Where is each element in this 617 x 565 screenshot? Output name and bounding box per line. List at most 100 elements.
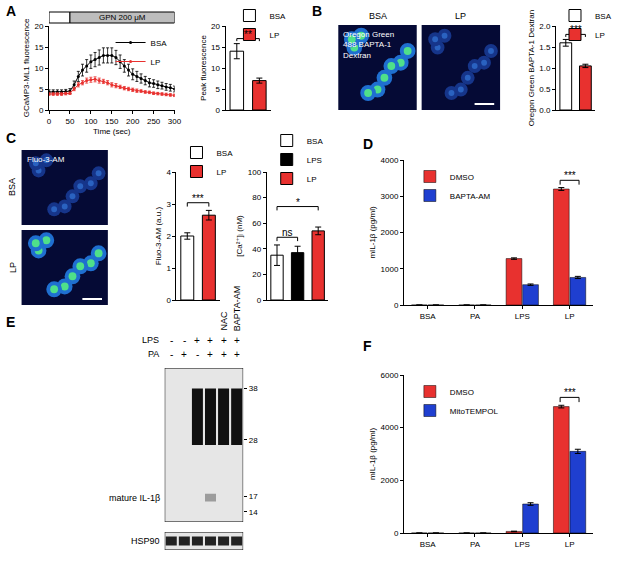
svg-text:10: 10 — [211, 64, 220, 73]
svg-text:2000: 2000 — [381, 228, 399, 237]
svg-text:0: 0 — [166, 296, 171, 305]
svg-text:6000: 6000 — [381, 371, 399, 380]
svg-text:LP: LP — [307, 175, 317, 184]
svg-text:300: 300 — [168, 117, 182, 126]
svg-text:***: *** — [564, 387, 576, 398]
svg-text:LP: LP — [455, 11, 466, 21]
svg-text:200: 200 — [126, 117, 140, 126]
svg-text:***: *** — [564, 170, 576, 181]
svg-text:HSP90: HSP90 — [131, 536, 160, 546]
svg-text:BSA: BSA — [595, 12, 612, 21]
svg-text:Oregon Green BAPTA-1 Dextran: Oregon Green BAPTA-1 Dextran — [527, 10, 536, 126]
svg-text:20: 20 — [252, 270, 261, 279]
svg-text:150: 150 — [105, 117, 119, 126]
svg-text:15: 15 — [211, 43, 220, 52]
svg-text:DMSO: DMSO — [450, 388, 474, 397]
svg-text:100: 100 — [248, 168, 262, 177]
svg-text:4: 4 — [166, 168, 171, 177]
svg-text:MitoTEMPOL: MitoTEMPOL — [450, 407, 499, 416]
svg-text:BSA: BSA — [420, 312, 437, 321]
svg-text:20: 20 — [211, 22, 220, 31]
svg-text:+: + — [194, 335, 200, 346]
svg-text:DMSO: DMSO — [450, 173, 474, 182]
svg-text:4000: 4000 — [381, 423, 399, 432]
svg-text:3: 3 — [166, 200, 171, 209]
svg-text:0: 0 — [394, 301, 399, 310]
svg-text:0.5: 0.5 — [539, 85, 551, 94]
svg-text:A: A — [6, 3, 16, 19]
svg-text:***: *** — [192, 193, 204, 204]
svg-text:GPN 200 μM: GPN 200 μM — [99, 13, 146, 22]
svg-text:LP: LP — [8, 262, 18, 273]
svg-text:B: B — [312, 3, 322, 19]
svg-text:0: 0 — [47, 117, 52, 126]
svg-text:+: + — [207, 349, 213, 360]
svg-text:Time (sec): Time (sec) — [93, 127, 131, 136]
svg-text:LP: LP — [216, 168, 226, 177]
svg-text:1: 1 — [166, 264, 171, 273]
svg-text:ns: ns — [282, 227, 293, 238]
svg-text:Fluo-3-AM: Fluo-3-AM — [27, 155, 65, 164]
svg-text:BAPTA-AM: BAPTA-AM — [232, 286, 242, 331]
svg-text:1.0: 1.0 — [539, 64, 551, 73]
svg-text:38: 38 — [249, 384, 258, 393]
svg-text:2000: 2000 — [381, 476, 399, 485]
svg-text:50: 50 — [65, 117, 74, 126]
svg-text:14: 14 — [249, 508, 258, 517]
svg-text:+: + — [207, 335, 213, 346]
svg-text:LP: LP — [565, 540, 575, 549]
svg-text:LPS: LPS — [515, 312, 530, 321]
svg-text:BSA: BSA — [216, 149, 233, 158]
svg-text:BSA: BSA — [369, 11, 387, 21]
svg-text:*: * — [296, 197, 300, 208]
svg-text:-: - — [183, 335, 186, 346]
svg-text:Peak fluorescence: Peak fluorescence — [199, 35, 208, 101]
svg-text:0: 0 — [394, 529, 399, 538]
svg-text:40: 40 — [252, 245, 261, 254]
svg-text:LP: LP — [595, 31, 605, 40]
svg-text:mIL-1β (pg/ml): mIL-1β (pg/ml) — [368, 428, 377, 481]
svg-text:1.5: 1.5 — [539, 43, 551, 52]
svg-text:LP: LP — [565, 312, 575, 321]
svg-text:-: - — [196, 349, 199, 360]
svg-text:BSA: BSA — [420, 540, 437, 549]
svg-text:BSA: BSA — [7, 178, 17, 196]
svg-text:LPS: LPS — [307, 156, 322, 165]
svg-text:**: ** — [244, 29, 252, 40]
svg-text:3000: 3000 — [381, 192, 399, 201]
svg-text:+: + — [181, 349, 187, 360]
svg-text:NAC: NAC — [219, 311, 229, 331]
svg-text:100: 100 — [84, 117, 98, 126]
svg-text:BSA: BSA — [269, 12, 286, 21]
svg-text:0: 0 — [257, 296, 262, 305]
svg-text:Fluo-3-AM (a.u.): Fluo-3-AM (a.u.) — [154, 207, 163, 266]
svg-text:E: E — [6, 314, 15, 330]
svg-text:BAPTA-AM: BAPTA-AM — [450, 192, 491, 201]
svg-text:0: 0 — [215, 106, 220, 115]
svg-text:+: + — [221, 335, 227, 346]
svg-text:2: 2 — [166, 232, 171, 241]
svg-text:Oregon Green488 BAPTA-1Dextran: Oregon Green488 BAPTA-1Dextran — [343, 30, 394, 60]
svg-text:mature IL-1β: mature IL-1β — [109, 493, 160, 503]
svg-text:PA: PA — [470, 312, 481, 321]
svg-text:80: 80 — [252, 193, 261, 202]
svg-text:+: + — [234, 349, 240, 360]
svg-text:GCaMP3-ML1 fluorescence: GCaMP3-ML1 fluorescence — [22, 18, 31, 117]
svg-text:BSA: BSA — [307, 137, 324, 146]
svg-text:15: 15 — [35, 43, 44, 52]
svg-text:60: 60 — [252, 219, 261, 228]
svg-text:LPS: LPS — [515, 540, 530, 549]
svg-text:D: D — [363, 136, 373, 152]
svg-text:-: - — [170, 335, 173, 346]
svg-text:20: 20 — [35, 22, 44, 31]
svg-text:+: + — [234, 335, 240, 346]
svg-text:5: 5 — [215, 85, 220, 94]
svg-text:+: + — [221, 349, 227, 360]
svg-text:LP: LP — [151, 58, 161, 67]
svg-text:PA: PA — [470, 540, 481, 549]
svg-text:mIL-1β (pg/ml): mIL-1β (pg/ml) — [368, 206, 377, 259]
svg-text:0: 0 — [39, 106, 44, 115]
svg-text:BSA: BSA — [151, 39, 168, 48]
svg-text:-: - — [170, 349, 173, 360]
svg-text:F: F — [363, 338, 372, 354]
